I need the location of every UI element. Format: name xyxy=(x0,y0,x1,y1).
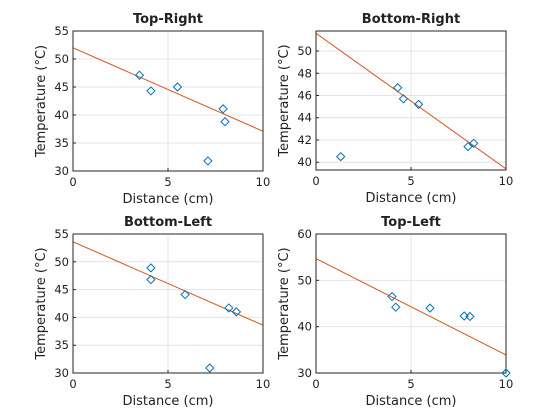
y-tick-label: 42 xyxy=(297,133,312,147)
y-tick-label: 35 xyxy=(54,338,69,352)
x-tick-label: 0 xyxy=(312,174,319,188)
y-tick-label: 60 xyxy=(297,227,312,241)
chart-title: Bottom-Left xyxy=(124,215,212,230)
data-point xyxy=(335,151,346,162)
data-point xyxy=(146,263,156,273)
y-tick-label: 30 xyxy=(54,366,69,380)
y-tick-label: 35 xyxy=(54,136,69,150)
x-tick-label: 0 xyxy=(69,175,76,189)
x-tick-label: 0 xyxy=(69,377,76,391)
y-tick-label: 46 xyxy=(297,88,312,102)
y-tick-label: 30 xyxy=(54,164,69,178)
data-point xyxy=(180,289,190,300)
y-tick-label: 45 xyxy=(54,80,69,94)
chart-title: Bottom-Right xyxy=(362,12,460,27)
y-tick-label: 48 xyxy=(297,66,312,80)
fit-line xyxy=(73,241,263,326)
y-tick-label: 44 xyxy=(297,111,312,125)
y-tick-label: 45 xyxy=(54,283,69,297)
x-axis-label: Distance (cm) xyxy=(366,191,457,206)
data-point xyxy=(172,82,183,92)
y-tick-label: 40 xyxy=(54,310,69,324)
chart-panel-2: 0 5 10 40 42 44 46 48 50 Bottom-Right Distance (cm… xyxy=(277,12,513,206)
x-tick-label: 5 xyxy=(407,377,414,391)
y-tick-label: 55 xyxy=(54,24,69,38)
data-point xyxy=(146,86,156,96)
chart-panel-3: 0 5 10 30 35 40 45 50 55 Bottom-Left Distance (cm)… xyxy=(34,215,270,409)
data-point xyxy=(425,303,435,313)
data-point xyxy=(146,274,156,285)
data-point xyxy=(459,311,469,321)
chart-title: Top-Right xyxy=(133,12,203,27)
x-tick-label: 10 xyxy=(256,175,271,189)
y-axis-label: Temperature (°C) xyxy=(34,247,49,360)
data-point xyxy=(218,104,228,114)
data-point xyxy=(468,138,479,149)
data-point xyxy=(231,307,242,317)
data-point xyxy=(413,99,424,110)
data-point xyxy=(224,303,234,313)
chart-panel-4: 0 5 10 30 40 50 60 Top-Left Distance (cm) Tempera… xyxy=(277,215,513,409)
y-tick-label: 50 xyxy=(54,255,69,269)
y-tick-label: 50 xyxy=(297,44,312,58)
chart-panel-1: 0 5 10 30 35 40 45 50 55 Top-Right Distance (cm) Te… xyxy=(34,12,270,207)
y-tick-label: 50 xyxy=(54,52,69,66)
data-point xyxy=(501,368,511,378)
x-tick-label: 5 xyxy=(407,174,414,188)
y-tick-label: 40 xyxy=(54,108,69,122)
data-point xyxy=(463,141,473,152)
y-axis-label: Temperature (°C) xyxy=(277,247,292,360)
x-tick-label: 10 xyxy=(499,174,514,188)
x-tick-label: 5 xyxy=(164,377,171,391)
fit-line xyxy=(73,47,263,132)
y-tick-label: 55 xyxy=(54,227,69,241)
data-point xyxy=(134,70,145,80)
x-tick-label: 10 xyxy=(256,377,271,391)
chart-title: Top-Left xyxy=(381,215,441,230)
data-point xyxy=(391,302,401,312)
data-point xyxy=(203,156,213,166)
y-axis-label: Temperature (°C) xyxy=(277,44,292,157)
x-tick-label: 10 xyxy=(499,377,514,391)
data-point xyxy=(220,117,230,127)
y-tick-label: 30 xyxy=(297,366,312,380)
y-tick-label: 40 xyxy=(297,320,312,334)
y-tick-label: 50 xyxy=(297,273,312,287)
data-point xyxy=(398,94,409,104)
x-axis-label: Distance (cm) xyxy=(123,394,214,409)
data-point xyxy=(392,83,403,93)
x-tick-label: 0 xyxy=(312,377,319,391)
y-axis-label: Temperature (°C) xyxy=(34,45,49,158)
x-tick-label: 5 xyxy=(164,175,171,189)
x-axis-label: Distance (cm) xyxy=(123,192,214,207)
data-point xyxy=(387,291,397,302)
data-point xyxy=(205,363,215,373)
data-point xyxy=(465,311,475,322)
x-axis-label: Distance (cm) xyxy=(366,394,457,409)
y-tick-label: 40 xyxy=(297,155,312,169)
fit-line xyxy=(316,258,506,356)
